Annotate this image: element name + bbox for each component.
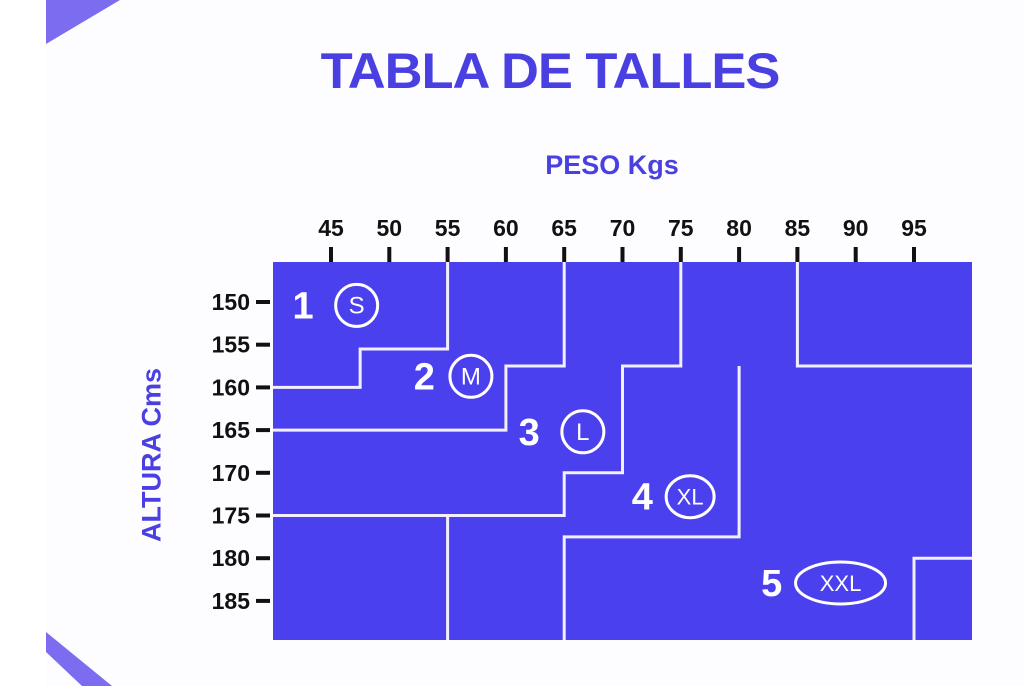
size-region-boundary: [273, 262, 683, 517]
x-tick-label: 95: [901, 215, 927, 241]
size-region-boundary: [273, 262, 450, 389]
size-badge: [448, 353, 494, 399]
y-tick-label: 180: [212, 545, 250, 571]
size-number: 2: [414, 356, 435, 398]
size-badge-label: L: [576, 419, 589, 446]
y-tick-label: 150: [212, 289, 250, 315]
size-number: 1: [292, 285, 313, 327]
size-badge-label: S: [349, 292, 365, 319]
x-tick-label: 65: [551, 215, 577, 241]
y-tick-label: 160: [212, 374, 250, 400]
x-tick-label: 45: [318, 215, 344, 241]
size-number: 3: [519, 412, 540, 454]
size-region-boundary: [273, 262, 566, 432]
corner-decoration-top: [46, 0, 120, 44]
x-tick-label: 75: [668, 215, 694, 241]
y-tick-label: 170: [212, 460, 250, 486]
size-label-xl: 4 XL: [632, 474, 716, 520]
x-tick-label: 60: [493, 215, 519, 241]
size-badge: [794, 560, 888, 606]
x-tick-label: 80: [726, 215, 752, 241]
size-badge: [664, 474, 716, 520]
x-tick-label: 55: [435, 215, 461, 241]
size-number: 5: [761, 563, 782, 605]
y-tick-label: 165: [212, 417, 251, 443]
size-badge: [560, 409, 606, 455]
y-tick-label: 185: [212, 588, 251, 614]
y-tick-label: 175: [212, 503, 251, 529]
size-region-boundary: [562, 366, 741, 640]
size-badge-label: M: [461, 363, 481, 390]
x-tick-label: 85: [785, 215, 811, 241]
size-region-boundary: [795, 262, 972, 368]
x-tick-label: 70: [610, 215, 636, 241]
size-badge-label: XXL: [820, 571, 862, 596]
size-label-xxl: 5 XXL: [761, 560, 888, 606]
corner-decoration-bottom: [46, 632, 112, 686]
y-tick-label: 155: [212, 332, 251, 358]
x-axis-label: PESO Kgs: [545, 150, 679, 180]
x-tick-label: 90: [843, 215, 869, 241]
size-region-boundary: [912, 556, 972, 640]
size-badge-label: XL: [677, 485, 704, 510]
page-title: TABLA DE TALLES: [320, 43, 781, 99]
size-badge: [334, 282, 380, 328]
size-number: 4: [632, 477, 653, 519]
x-tick-label: 50: [377, 215, 403, 241]
